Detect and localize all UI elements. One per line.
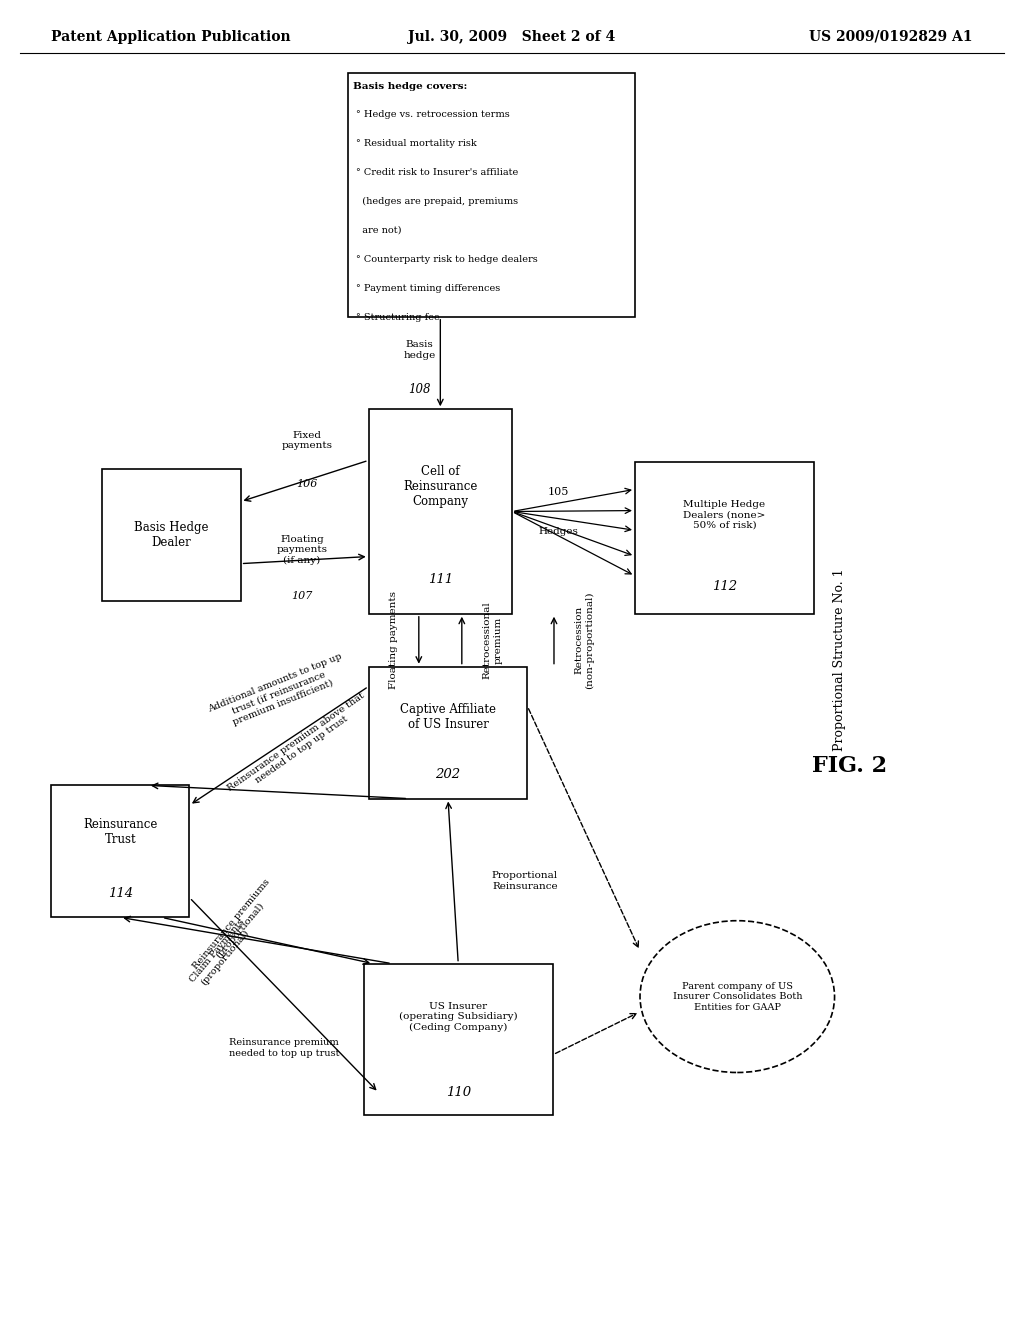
FancyBboxPatch shape — [364, 964, 553, 1115]
Text: US Insurer
(operating Subsidiary)
(Ceding Company): US Insurer (operating Subsidiary) (Cedin… — [399, 1002, 517, 1032]
Text: Patent Application Publication: Patent Application Publication — [51, 30, 291, 44]
Text: Reinsurance premiums
(proportional): Reinsurance premiums (proportional) — [191, 876, 280, 978]
FancyBboxPatch shape — [369, 409, 512, 614]
Text: Proportional Structure No. 1: Proportional Structure No. 1 — [834, 569, 846, 751]
Text: are not): are not) — [356, 226, 401, 235]
Text: Captive Affiliate
of US Insurer: Captive Affiliate of US Insurer — [400, 702, 496, 731]
Text: ° Residual mortality risk: ° Residual mortality risk — [356, 139, 477, 148]
Text: Reinsurance premium above that
needed to top up trust: Reinsurance premium above that needed to… — [225, 690, 372, 801]
Text: Retrocession
(non-proportional): Retrocession (non-proportional) — [574, 591, 595, 689]
Text: Retrocessional
premium: Retrocessional premium — [483, 602, 502, 678]
Text: 111: 111 — [428, 573, 453, 586]
Text: ° Structuring fee: ° Structuring fee — [356, 313, 440, 322]
Text: US 2009/0192829 A1: US 2009/0192829 A1 — [809, 30, 973, 44]
Text: Reinsurance premium
needed to top up trust: Reinsurance premium needed to top up tru… — [228, 1039, 339, 1057]
Text: 107: 107 — [292, 591, 312, 601]
FancyBboxPatch shape — [369, 667, 527, 799]
Text: Basis hedge covers:: Basis hedge covers: — [353, 82, 468, 91]
Text: ° Hedge vs. retrocession terms: ° Hedge vs. retrocession terms — [356, 110, 510, 119]
Text: 112: 112 — [712, 579, 737, 593]
FancyBboxPatch shape — [51, 785, 189, 917]
Text: Multiple Hedge
Dealers (none>
50% of risk): Multiple Hedge Dealers (none> 50% of ris… — [683, 500, 766, 531]
Text: 105: 105 — [548, 487, 568, 496]
Text: Floating payments: Floating payments — [389, 591, 397, 689]
Text: Jul. 30, 2009   Sheet 2 of 4: Jul. 30, 2009 Sheet 2 of 4 — [409, 30, 615, 44]
FancyBboxPatch shape — [635, 462, 814, 614]
Text: 106: 106 — [297, 479, 317, 490]
Text: Cell of
Reinsurance
Company: Cell of Reinsurance Company — [403, 466, 477, 508]
FancyBboxPatch shape — [102, 469, 241, 601]
Text: Floating
payments
(if any): Floating payments (if any) — [276, 535, 328, 565]
Text: Parent company of US
Insurer Consolidates Both
Entities for GAAP: Parent company of US Insurer Consolidate… — [673, 982, 802, 1011]
Text: 202: 202 — [435, 768, 461, 781]
Text: Basis
hedge: Basis hedge — [403, 341, 436, 359]
Text: Hedges: Hedges — [539, 527, 578, 536]
Text: FIG. 2: FIG. 2 — [812, 755, 888, 776]
Text: Claim Payments
(proportional): Claim Payments (proportional) — [188, 917, 254, 990]
FancyBboxPatch shape — [348, 73, 635, 317]
Text: Reinsurance
Trust: Reinsurance Trust — [83, 817, 158, 846]
Text: ° Credit risk to Insurer's affiliate: ° Credit risk to Insurer's affiliate — [356, 168, 518, 177]
Text: Fixed
payments: Fixed payments — [282, 430, 333, 450]
Text: Proportional
Reinsurance: Proportional Reinsurance — [492, 871, 558, 891]
Text: 114: 114 — [108, 887, 133, 900]
Text: Basis Hedge
Dealer: Basis Hedge Dealer — [134, 520, 209, 549]
Text: 110: 110 — [445, 1086, 471, 1100]
Text: 108: 108 — [409, 383, 431, 396]
Text: ° Payment timing differences: ° Payment timing differences — [356, 284, 501, 293]
Ellipse shape — [640, 921, 835, 1072]
Text: Additional amounts to top up
trust (if reinsurance
premium insufficient): Additional amounts to top up trust (if r… — [207, 652, 351, 734]
Text: ° Counterparty risk to hedge dealers: ° Counterparty risk to hedge dealers — [356, 255, 538, 264]
Text: (hedges are prepaid, premiums: (hedges are prepaid, premiums — [356, 197, 518, 206]
